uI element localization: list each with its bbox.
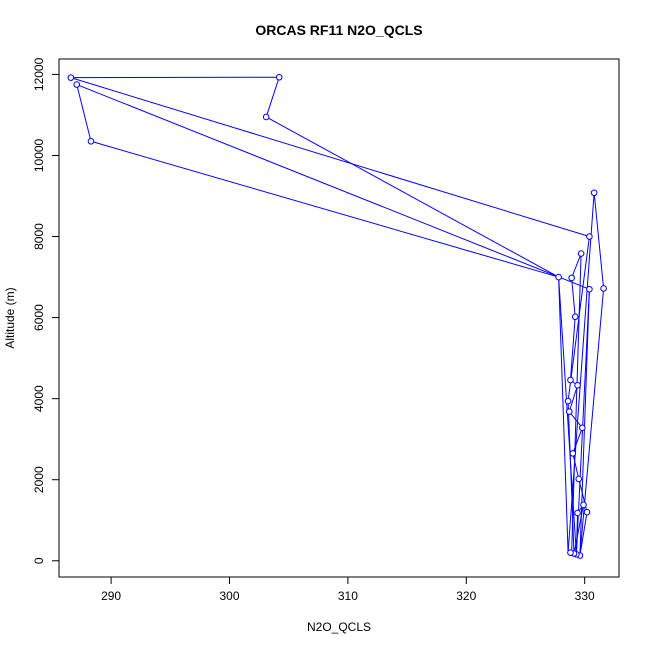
x-axis-label: N2O_QCLS (307, 620, 371, 634)
plot-frame (58, 58, 620, 578)
series-line-segment (558, 277, 577, 555)
data-point (577, 250, 585, 257)
y-tick-label: 10000 (32, 138, 46, 172)
x-tick-label: 310 (338, 589, 358, 603)
y-axis-label: Altitude (m) (3, 287, 17, 348)
y-tick-label: 8000 (32, 223, 46, 250)
y-tick-label: 12000 (32, 57, 46, 91)
data-point (567, 376, 574, 384)
data-point (574, 381, 581, 389)
data-point (569, 450, 577, 457)
x-axis: 290 300 310 320 330 (101, 577, 595, 603)
series-line-segment (567, 192, 595, 553)
data-point (275, 73, 283, 81)
series-line-segment (90, 140, 559, 278)
data-point (262, 113, 270, 121)
x-tick-label: 300 (219, 589, 239, 603)
series-line-segment (567, 236, 590, 402)
y-axis: 0 2000 4000 6000 8000 10000 12000 (32, 57, 59, 564)
y-tick-label: 0 (32, 557, 46, 564)
series-line-segment (571, 253, 582, 279)
data-point (564, 397, 572, 405)
series-line-segment (579, 289, 590, 556)
series-line-segment (572, 427, 583, 454)
data-point (574, 509, 581, 517)
series-line-segment (76, 84, 590, 290)
chart-title: ORCAS RF11 N2O_QCLS (255, 22, 422, 38)
x-tick-label: 330 (575, 589, 595, 603)
data-point (565, 408, 573, 415)
data-point (567, 549, 574, 556)
series-line-segment (579, 288, 605, 556)
data-point (87, 137, 95, 145)
data-point (600, 285, 607, 292)
series-line-segment (572, 453, 580, 480)
data-point (555, 273, 562, 281)
y-tick-label: 2000 (32, 466, 46, 493)
data-point (586, 285, 593, 293)
y-tick-label: 4000 (32, 385, 46, 412)
data-point (571, 313, 579, 321)
x-tick-label: 290 (101, 589, 121, 603)
series-line-segment (265, 116, 559, 278)
series-line-segment (571, 277, 576, 317)
series-line-segment (558, 277, 569, 553)
x-tick-label: 320 (456, 589, 476, 603)
data-point (580, 501, 587, 509)
series-line-segment (593, 192, 605, 289)
data-point (67, 74, 75, 81)
data-point (586, 233, 593, 240)
data-point (73, 81, 81, 88)
series-line-segment (76, 84, 92, 142)
series-line-segment (70, 77, 590, 238)
series-line-segment (579, 512, 588, 556)
data-point (590, 189, 598, 197)
data-point (578, 424, 586, 432)
series-line-segment (569, 316, 576, 381)
y-tick-label: 6000 (32, 304, 46, 331)
series-line-segment (265, 77, 280, 118)
data-point (575, 475, 583, 483)
series-layer (67, 73, 607, 559)
series-line-segment (568, 385, 579, 412)
data-point (568, 274, 575, 282)
data-point (583, 508, 591, 516)
